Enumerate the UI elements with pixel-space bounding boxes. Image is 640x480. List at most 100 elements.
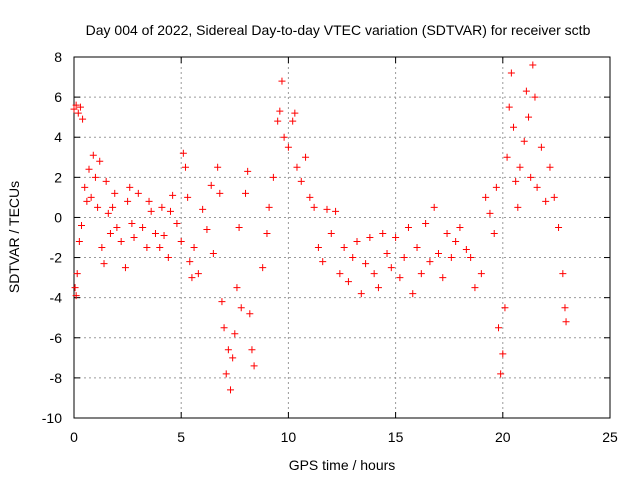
chart-title: Day 004 of 2022, Sidereal Day-to-day VTE… [86, 22, 591, 38]
data-point [179, 149, 187, 157]
y-tick-label: 0 [54, 209, 62, 225]
data-point [134, 189, 142, 197]
data-point [139, 223, 147, 231]
data-point [124, 197, 132, 205]
y-tick-label: -8 [50, 370, 63, 386]
data-point [227, 386, 235, 394]
data-point [531, 93, 539, 101]
data-point [542, 197, 550, 205]
data-point [383, 250, 391, 258]
data-point [126, 183, 134, 191]
data-point [529, 61, 537, 69]
data-point [349, 254, 357, 262]
y-axis-label: SDTVAR / TECUs [6, 181, 22, 293]
data-point [559, 270, 567, 278]
data-point [113, 223, 121, 231]
x-tick-label: 25 [602, 429, 618, 445]
data-point [274, 117, 282, 125]
data-point [462, 246, 470, 254]
data-point [104, 209, 112, 217]
grid [74, 57, 610, 418]
data-point [83, 197, 91, 205]
data-point [229, 354, 237, 362]
data-point [76, 103, 84, 111]
data-point [209, 250, 217, 258]
data-point [332, 207, 340, 215]
data-point [85, 165, 93, 173]
data-point [70, 105, 78, 113]
data-point [130, 234, 138, 241]
data-point [439, 274, 447, 282]
data-point [302, 153, 310, 161]
data-point [231, 330, 239, 338]
data-point [242, 189, 250, 197]
data-point [319, 258, 327, 266]
data-point [181, 163, 189, 171]
data-point [117, 238, 125, 246]
data-point [188, 274, 196, 282]
data-point [246, 310, 254, 318]
data-point [550, 193, 558, 201]
data-point [409, 290, 417, 298]
data-point [145, 197, 153, 205]
data-point [510, 123, 518, 131]
data-point [537, 143, 545, 151]
data-point [289, 117, 297, 125]
plot-frame [73, 56, 611, 419]
data-point [306, 193, 314, 201]
y-tick-label: 8 [54, 49, 62, 65]
data-point [278, 77, 286, 85]
data-point [426, 258, 434, 266]
data-point [74, 109, 82, 117]
data-point [492, 183, 500, 191]
data-point [514, 203, 522, 211]
data-point [392, 234, 400, 241]
data-point [184, 193, 192, 201]
data-point [546, 163, 554, 171]
data-point [490, 229, 498, 237]
data-point [413, 244, 421, 252]
data-point [422, 219, 430, 227]
data-point [362, 260, 370, 268]
data-point [248, 346, 256, 354]
data-point [366, 234, 374, 241]
data-point [456, 223, 464, 231]
data-point [177, 238, 185, 246]
data-point [214, 163, 222, 171]
data-point [434, 250, 442, 258]
data-point [387, 264, 395, 272]
data-point [89, 151, 97, 159]
data-point [293, 163, 301, 171]
data-point [495, 324, 503, 332]
data-point [151, 229, 159, 237]
data-point [233, 284, 241, 292]
data-point [160, 231, 168, 239]
data-point [100, 260, 108, 268]
data-point [297, 177, 305, 185]
data-point [477, 270, 485, 278]
x-tick-label: 20 [495, 429, 511, 445]
data-point [522, 87, 530, 95]
data-point [96, 157, 104, 165]
y-tick-label: 2 [54, 169, 62, 185]
data-point [203, 225, 211, 233]
data-point [156, 244, 164, 252]
data-point [164, 254, 172, 262]
data-point [284, 143, 292, 151]
data-point [71, 284, 79, 292]
y-tick-label: -4 [50, 290, 63, 306]
data-point [111, 189, 119, 197]
x-tick-label: 0 [70, 429, 78, 445]
data-point [199, 205, 207, 213]
data-point [269, 173, 277, 181]
data-point [291, 109, 299, 117]
data-point [235, 223, 243, 231]
x-tick-label: 15 [388, 429, 404, 445]
data-point [512, 177, 520, 185]
data-point [327, 229, 335, 237]
data-point [497, 370, 505, 378]
data-point [128, 219, 136, 227]
y-tick-label: 6 [54, 89, 62, 105]
data-point [467, 254, 475, 262]
